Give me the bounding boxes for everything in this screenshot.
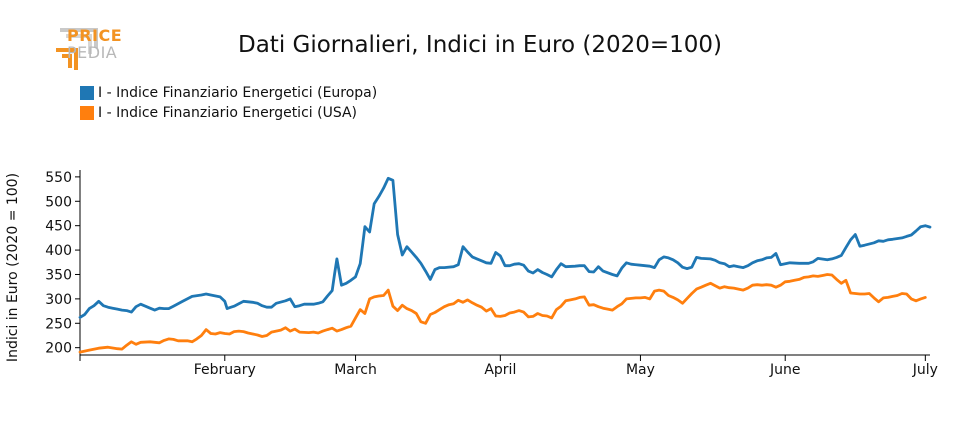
x-tick-label: May: [626, 362, 655, 378]
legend-item-europa[interactable]: I - Indice Finanziario Energetici (Europ…: [80, 84, 377, 102]
series-line-europa: [78, 176, 932, 319]
legend-swatch-europa: [80, 86, 94, 100]
y-tick-label: 500: [45, 194, 72, 210]
series-line-usa: [78, 273, 927, 354]
x-tick-label: April: [484, 362, 516, 378]
y-tick-label: 200: [45, 341, 72, 357]
legend-label-usa: I - Indice Finanziario Energetici (USA): [98, 105, 357, 121]
y-tick-label: 250: [45, 316, 72, 332]
y-tick-label: 450: [45, 219, 72, 235]
y-tick-label: 300: [45, 292, 72, 308]
legend-swatch-usa: [80, 106, 94, 120]
legend-label-europa: I - Indice Finanziario Energetici (Europ…: [98, 85, 378, 101]
x-tick-label: February: [194, 362, 256, 378]
x-tick-label: July: [912, 362, 938, 378]
x-tick-label: June: [769, 362, 801, 378]
y-tick-label: 350: [45, 267, 72, 283]
logo-text-pedia: PEDIA: [67, 43, 118, 62]
y-axis-label: Indici in Euro (2020 = 100): [5, 173, 21, 362]
chart-title: Dati Giornalieri, Indici in Euro (2020=1…: [238, 32, 722, 58]
legend-item-usa[interactable]: I - Indice Finanziario Energetici (USA): [80, 104, 357, 122]
y-tick-label: 550: [45, 170, 72, 186]
y-tick-label: 400: [45, 243, 72, 259]
pricepedia-logo: [56, 28, 98, 70]
x-tick-label: March: [334, 362, 377, 378]
logo-text-price: PRICE: [67, 26, 123, 45]
